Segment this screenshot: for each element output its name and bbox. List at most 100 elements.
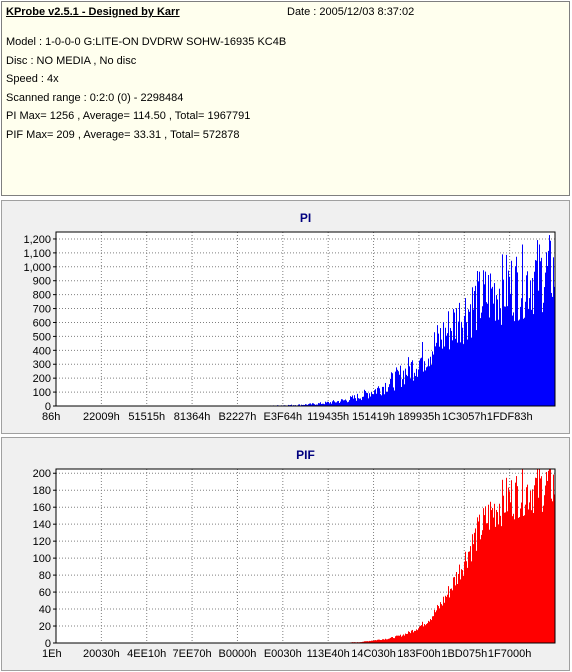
pif-bar bbox=[371, 640, 372, 643]
pif-bar bbox=[474, 532, 475, 643]
pi-bar bbox=[415, 376, 416, 406]
pif-bar bbox=[433, 616, 434, 643]
pi-bar bbox=[381, 395, 382, 406]
pi-bar bbox=[489, 317, 490, 406]
pi-bar bbox=[384, 394, 385, 406]
pi-bar bbox=[454, 312, 455, 406]
pi-bar bbox=[439, 346, 440, 406]
pif-bar bbox=[486, 523, 487, 643]
pi-bar bbox=[371, 392, 372, 406]
pi-bar bbox=[342, 399, 343, 406]
pif-bar bbox=[549, 469, 550, 643]
pi-bar bbox=[409, 366, 410, 406]
pi-bar bbox=[497, 299, 498, 406]
pi-bar bbox=[416, 368, 417, 406]
pi-bar bbox=[458, 321, 459, 406]
pif-bar bbox=[412, 629, 413, 643]
pi-bar bbox=[472, 287, 473, 406]
pif-bar bbox=[452, 590, 453, 643]
pi-bar bbox=[373, 394, 374, 406]
pif-bar bbox=[540, 478, 541, 643]
pi-y-tick-label: 1,000 bbox=[23, 262, 51, 274]
pif-bar bbox=[442, 605, 443, 643]
pi-bar bbox=[301, 404, 302, 406]
pi-bar bbox=[536, 260, 537, 406]
pi-bar bbox=[405, 368, 406, 406]
pi-bar bbox=[522, 244, 523, 406]
pi-bar bbox=[440, 328, 441, 406]
pi-bar bbox=[425, 370, 426, 406]
pi-bar bbox=[330, 402, 331, 406]
pif-bar bbox=[437, 604, 438, 643]
pif-bar bbox=[521, 502, 522, 643]
pif-bar bbox=[401, 636, 402, 643]
pi-bar bbox=[534, 271, 535, 406]
pi-bar bbox=[369, 393, 370, 406]
pi-bar bbox=[427, 366, 428, 406]
pi-y-tick-label: 600 bbox=[33, 317, 51, 329]
pif-y-tick-label: 60 bbox=[39, 587, 51, 599]
pi-x-tick-label: E3F64h bbox=[264, 411, 303, 423]
pi-bar bbox=[523, 318, 524, 406]
pif-bar bbox=[362, 641, 363, 643]
pif-bar bbox=[546, 472, 547, 643]
pif-bar bbox=[496, 509, 497, 643]
pi-bar bbox=[404, 384, 405, 406]
pif-bar bbox=[509, 491, 510, 643]
pi-bar bbox=[370, 396, 371, 406]
pi-bar bbox=[399, 374, 400, 406]
pif-bar bbox=[384, 639, 385, 643]
pi-bar bbox=[473, 309, 474, 406]
pi-bar bbox=[463, 344, 464, 406]
pi-bar bbox=[528, 308, 529, 406]
pif-bar bbox=[432, 616, 433, 643]
pif-bar bbox=[453, 577, 454, 643]
info-panel: KProbe v2.5.1 - Designed by Karr Date : … bbox=[1, 1, 570, 196]
pi-bar bbox=[310, 403, 311, 406]
pi-bar bbox=[354, 395, 355, 406]
pif-bar bbox=[520, 508, 521, 643]
pi-bar bbox=[321, 404, 322, 406]
pi-bar bbox=[486, 302, 487, 406]
pi-bar bbox=[327, 401, 328, 406]
pi-bar bbox=[350, 396, 351, 406]
pif-bar bbox=[494, 503, 495, 643]
pif-bar bbox=[495, 526, 496, 643]
pi-bar bbox=[467, 339, 468, 406]
pif-bar bbox=[424, 624, 425, 643]
pi-bar bbox=[334, 401, 335, 406]
pi-bar bbox=[389, 384, 390, 406]
pi-bar bbox=[445, 327, 446, 406]
pi-bar bbox=[398, 371, 399, 406]
pi-bar bbox=[423, 371, 424, 406]
pi-bar bbox=[309, 403, 310, 406]
pif-x-tick-label: 20030h bbox=[83, 648, 120, 660]
pi-bar bbox=[392, 373, 393, 406]
pi-x-tick-label: 119435h bbox=[307, 411, 349, 423]
pif-bar bbox=[394, 638, 395, 643]
pif-y-tick-label: 40 bbox=[39, 604, 51, 616]
pi-bar bbox=[436, 342, 437, 406]
pif-bar bbox=[402, 635, 403, 643]
pi-bar bbox=[469, 311, 470, 406]
pif-bar bbox=[458, 573, 459, 643]
pi-bar bbox=[470, 304, 471, 406]
pi-bar bbox=[323, 403, 324, 406]
pi-bar bbox=[487, 303, 488, 406]
pi-bar bbox=[441, 339, 442, 406]
pif-bar bbox=[551, 498, 552, 643]
pif-bar bbox=[501, 526, 502, 643]
pi-bar bbox=[328, 401, 329, 406]
pi-bar bbox=[397, 369, 398, 406]
pi-bar bbox=[468, 309, 469, 406]
pi-bar bbox=[379, 388, 380, 406]
pi-bar bbox=[477, 270, 478, 406]
scanned-range-line: Scanned range : 0:2:0 (0) - 2298484 bbox=[6, 91, 184, 104]
pi-bar bbox=[549, 235, 550, 406]
pif-bar bbox=[383, 639, 384, 643]
pif-bar bbox=[526, 487, 527, 643]
pif-bar bbox=[531, 510, 532, 643]
pi-bar bbox=[456, 308, 457, 406]
pif-bar bbox=[514, 519, 515, 643]
